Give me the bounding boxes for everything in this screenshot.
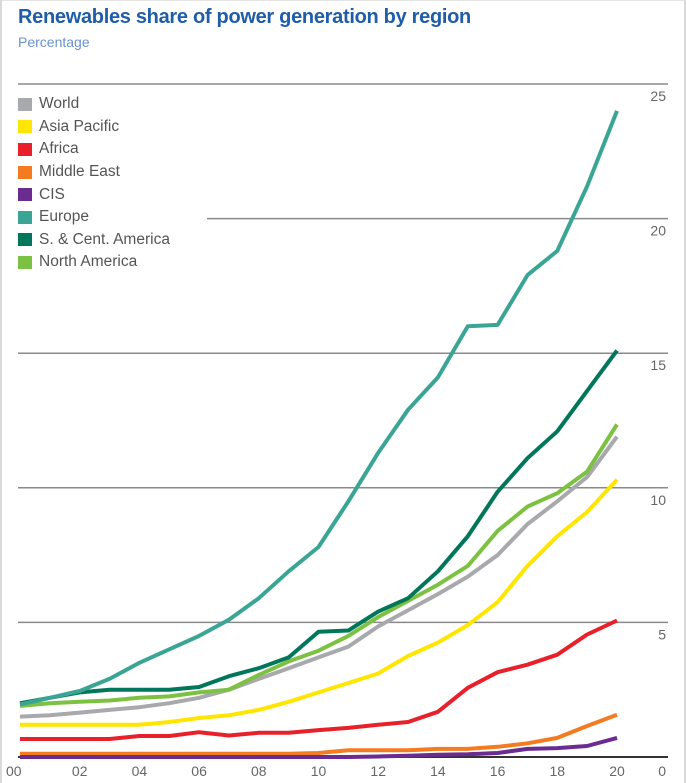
- chart-legend: World Asia Pacific Africa Middle East CIS Eur…: [18, 93, 170, 274]
- legend-item-world: World: [18, 93, 170, 116]
- x-tick-label-16: 16: [490, 763, 506, 779]
- legend-label-middle-east: Middle East: [39, 163, 120, 181]
- legend-label-s-cent-america: S. & Cent. America: [39, 230, 170, 248]
- x-tick-label-06: 06: [191, 763, 207, 779]
- x-tick-label-18: 18: [550, 763, 566, 779]
- legend-label-north-america: North America: [39, 253, 138, 271]
- series-line-middle-east: [20, 712, 618, 756]
- legend-swatch-s-cent-america: [18, 233, 32, 247]
- series-line-asia-pacific: [20, 478, 619, 727]
- series-line-europe: [19, 110, 619, 707]
- y-tick-label-5: 5: [658, 626, 666, 642]
- x-tick-label-12: 12: [370, 763, 386, 779]
- y-tick-label-0: 0: [658, 763, 666, 779]
- series-line-s-cent-america: [19, 349, 619, 706]
- y-tick-label-20: 20: [650, 223, 666, 239]
- x-tick-label-00: 00: [6, 763, 22, 779]
- legend-swatch-cis: [18, 188, 32, 202]
- x-tick-label-14: 14: [430, 763, 446, 779]
- legend-item-africa: Africa: [18, 138, 170, 161]
- x-tick-label-04: 04: [132, 763, 148, 779]
- y-axis-ticks: 0 5 10 15 20 25: [650, 88, 666, 779]
- legend-item-cis: CIS: [18, 183, 170, 206]
- x-tick-label-10: 10: [311, 763, 327, 779]
- x-tick-label-02: 02: [72, 763, 88, 779]
- legend-swatch-world: [18, 97, 32, 111]
- series-line-world: [19, 435, 619, 719]
- series-lines: [19, 110, 619, 759]
- x-tick-label-08: 08: [251, 763, 267, 779]
- legend-item-europe: Europe: [18, 206, 170, 229]
- y-tick-label-15: 15: [650, 357, 666, 373]
- series-line-cis: [20, 735, 618, 759]
- legend-swatch-europe: [18, 210, 32, 224]
- y-tick-label-25: 25: [650, 88, 666, 104]
- legend-item-north-america: North America: [18, 251, 170, 274]
- chart-subtitle: Percentage: [18, 34, 90, 50]
- frame-top-border: [0, 0, 686, 1]
- legend-item-s-cent-america: S. & Cent. America: [18, 229, 170, 252]
- legend-label-europe: Europe: [39, 208, 89, 226]
- legend-item-asia-pacific: Asia Pacific: [18, 116, 170, 139]
- frame-left-border: [0, 0, 2, 783]
- legend-swatch-north-america: [18, 255, 32, 269]
- y-tick-label-10: 10: [650, 492, 666, 508]
- legend-label-cis: CIS: [39, 185, 65, 203]
- legend-label-africa: Africa: [39, 140, 79, 158]
- chart-title: Renewables share of power generation by …: [18, 6, 471, 28]
- legend-label-world: World: [39, 95, 80, 113]
- series-line-africa: [20, 618, 618, 741]
- x-tick-label-20: 20: [609, 763, 625, 779]
- frame-right-border: [684, 0, 686, 783]
- series-line-north-america: [19, 423, 619, 708]
- legend-swatch-africa: [18, 142, 32, 156]
- legend-label-asia-pacific: Asia Pacific: [39, 117, 120, 135]
- legend-swatch-asia-pacific: [18, 120, 32, 134]
- legend-swatch-middle-east: [18, 165, 32, 179]
- legend-item-middle-east: Middle East: [18, 161, 170, 184]
- x-axis-ticks: 00 02 04 06 08 10 12 14 16 18 20: [6, 763, 625, 779]
